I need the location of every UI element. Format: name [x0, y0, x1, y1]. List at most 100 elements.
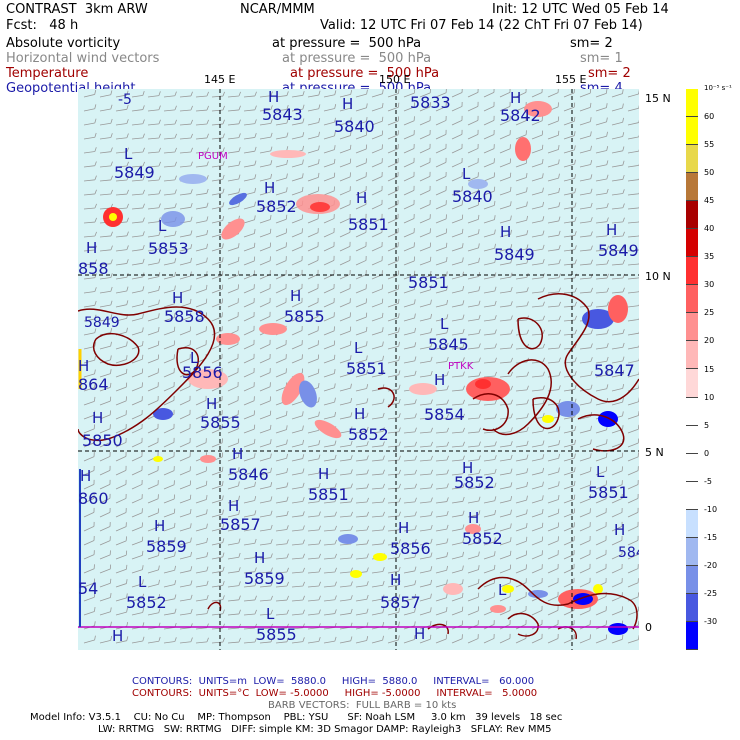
wind-barb: [115, 636, 129, 644]
wind-barb: [451, 101, 463, 112]
wind-barb: [163, 395, 175, 406]
colorbar-segment: [686, 369, 698, 398]
wind-barb: [563, 577, 575, 588]
wind-barb: [627, 89, 639, 98]
wind-barb: [355, 441, 369, 448]
wind-barb: [163, 119, 177, 126]
wind-barb: [323, 397, 336, 406]
wind-barb: [435, 157, 447, 168]
wind-barb: [99, 396, 112, 406]
wind-barb: [99, 564, 112, 574]
wind-barb: [195, 509, 208, 518]
wind-barb: [627, 578, 639, 588]
wind-barb: [563, 173, 577, 182]
wind-barb: [627, 466, 639, 476]
wind-barb: [339, 469, 353, 476]
wind-barb: [147, 119, 161, 126]
wind-barb: [467, 455, 481, 462]
wind-barb: [595, 480, 607, 490]
wind-barb: [131, 203, 145, 210]
wind-barb: [435, 371, 449, 378]
wind-barb: [179, 537, 192, 546]
wind-barb: [355, 312, 368, 322]
wind-barb: [579, 174, 593, 182]
wind-barb: [259, 496, 273, 504]
wind-barb: [243, 119, 257, 126]
wind-barb: [419, 285, 432, 294]
wind-barb: [243, 339, 255, 350]
wind-barb: [227, 105, 241, 112]
wind-barb: [483, 551, 496, 560]
wind-barb: [307, 172, 320, 182]
wind-barb: [147, 285, 161, 294]
wind-barb: [307, 104, 321, 112]
wind-barb: [371, 116, 384, 126]
wind-barb: [499, 592, 511, 602]
wind-barb: [307, 553, 321, 560]
wind-barb: [131, 593, 144, 602]
wind-barb: [307, 454, 321, 462]
wind-barb: [467, 243, 480, 252]
wind-barb: [483, 129, 495, 140]
wind-barb: [195, 609, 209, 616]
wind-barb: [83, 607, 96, 616]
wind-barb: [227, 609, 241, 616]
wind-barb: [611, 203, 625, 210]
wind-barb: [115, 437, 127, 448]
wind-barb: [515, 592, 527, 602]
wind-barb: [419, 157, 431, 168]
wind-barb: [211, 147, 225, 154]
wind-barb: [147, 622, 161, 630]
wind-barb: [291, 525, 305, 532]
wind-barb: [179, 637, 193, 644]
wind-barb: [339, 455, 353, 462]
wind-barb: [211, 188, 225, 196]
wind-barb: [227, 174, 241, 182]
center-marker: L: [596, 463, 605, 481]
wind-barb: [291, 228, 303, 238]
wind-barb: [211, 257, 224, 266]
wind-barb: [371, 370, 385, 378]
wind-barb: [99, 578, 112, 588]
wind-barb: [451, 427, 465, 434]
colorbar-segment: [686, 481, 698, 510]
wind-barb: [99, 90, 113, 98]
wind-barb: [275, 173, 288, 182]
colorbar-segment: [686, 509, 698, 538]
wind-barb: [195, 119, 209, 126]
wind-barb: [387, 483, 401, 490]
wind-barb: [179, 298, 192, 308]
wind-barb: [403, 228, 415, 238]
wind-barb: [627, 452, 639, 462]
wind-barb: [99, 314, 113, 322]
wind-barb: [515, 481, 529, 490]
wind-barb: [403, 256, 416, 266]
wind-barb: [611, 356, 625, 364]
wind-barb: [211, 91, 225, 98]
wind-barb: [339, 581, 353, 588]
wind-barb: [339, 326, 352, 336]
wind-barb: [355, 608, 369, 616]
wind-barb: [371, 580, 385, 588]
wind-barb: [131, 217, 145, 224]
wind-barb: [579, 425, 592, 434]
wind-barb: [243, 160, 257, 168]
center-marker: H: [606, 221, 618, 239]
wind-barb: [355, 186, 367, 196]
footer-height-contours: CONTOURS: UNITS=m LOW= 5880.0 HIGH= 5880…: [132, 676, 535, 687]
wind-barb: [131, 90, 145, 98]
wind-barb: [259, 368, 271, 378]
wind-barb: [371, 497, 385, 504]
wind-barb: [83, 521, 95, 532]
wind-barb: [611, 342, 625, 350]
wind-barb: [579, 549, 591, 560]
wind-barb: [259, 215, 272, 224]
wind-barb: [243, 91, 257, 98]
wind-barb: [131, 382, 143, 392]
wind-barb: [579, 370, 593, 378]
colorbar-segment: [686, 565, 698, 594]
wind-barb: [355, 581, 369, 588]
wind-barb: [179, 508, 192, 518]
temperature-contours: [78, 293, 639, 640]
wind-barb: [547, 329, 561, 336]
